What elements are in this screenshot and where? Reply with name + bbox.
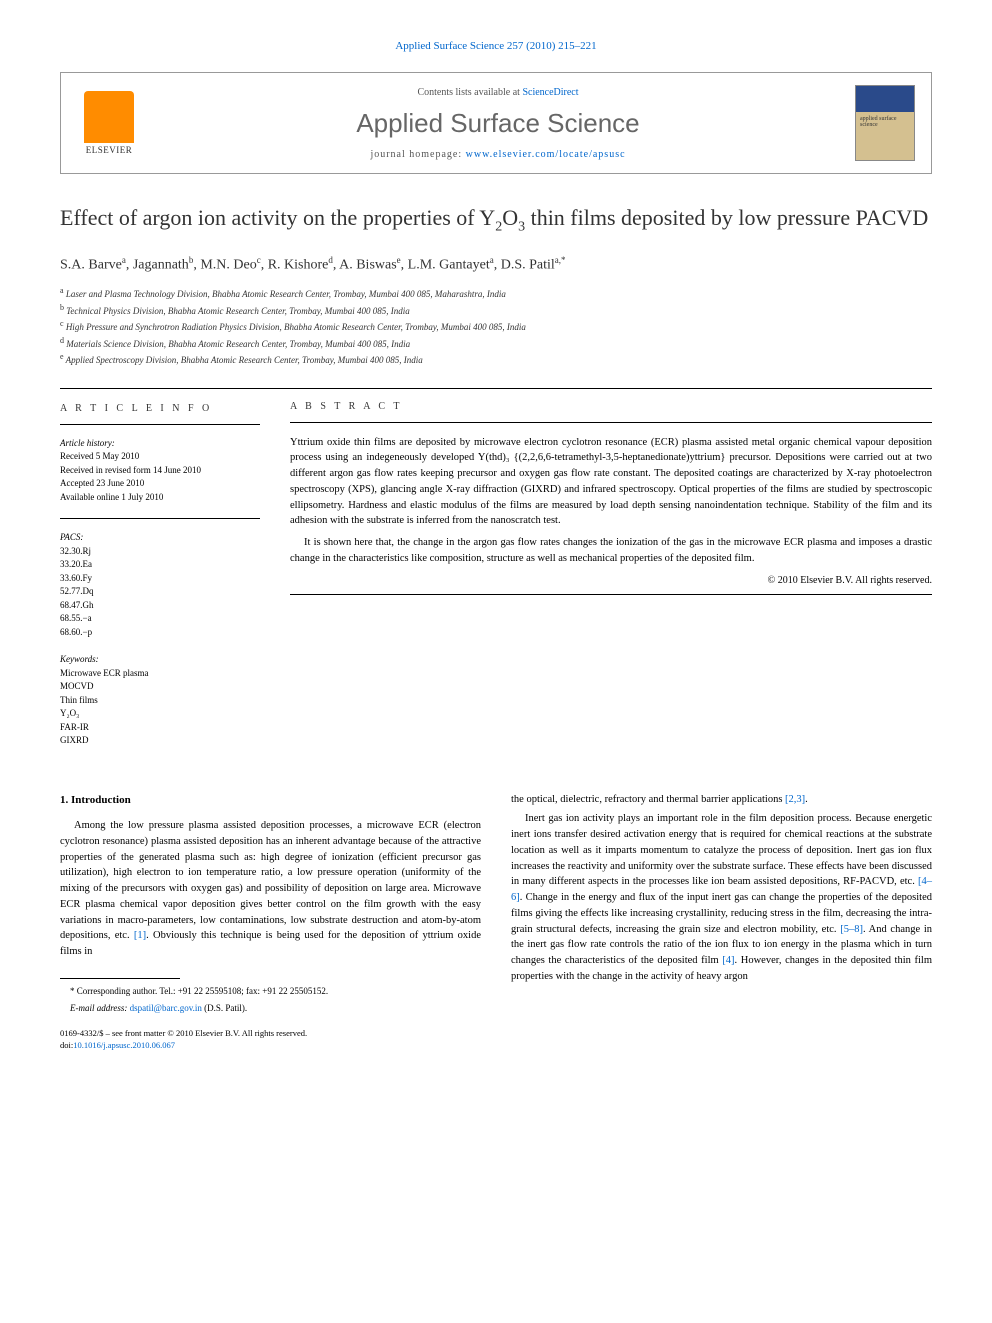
- abstract-bottom-divider: [290, 594, 932, 595]
- homepage-prefix: journal homepage:: [370, 149, 465, 160]
- issn-line: 0169-4332/$ – see front matter © 2010 El…: [60, 1028, 481, 1040]
- sciencedirect-link[interactable]: ScienceDirect: [522, 87, 578, 98]
- section-1-heading: 1. Introduction: [60, 792, 481, 809]
- keywords-section: Keywords: Microwave ECR plasmaMOCVDThin …: [60, 653, 260, 748]
- intro-p1: Among the low pressure plasma assisted d…: [60, 818, 481, 960]
- doi-line: doi:10.1016/j.apsusc.2010.06.067: [60, 1040, 481, 1052]
- history-line: Available online 1 July 2010: [60, 491, 260, 505]
- body-column-right: the optical, dielectric, refractory and …: [511, 792, 932, 1052]
- journal-reference: Applied Surface Science 257 (2010) 215–2…: [60, 40, 932, 52]
- pacs-section: PACS: 32.30.Rj33.20.Ea33.60.Fy52.77.Dq68…: [60, 531, 260, 639]
- info-abstract-row: A R T I C L E I N F O Article history: R…: [60, 401, 932, 762]
- pacs-code: 52.77.Dq: [60, 585, 260, 599]
- email-suffix: (D.S. Patil).: [204, 1003, 247, 1013]
- pacs-code: 68.55.−a: [60, 612, 260, 626]
- keyword: Microwave ECR plasma: [60, 667, 260, 681]
- footnotes: * Corresponding author. Tel.: +91 22 255…: [60, 985, 481, 1014]
- history-line: Received in revised form 14 June 2010: [60, 464, 260, 478]
- corresponding-author: * Corresponding author. Tel.: +91 22 255…: [60, 985, 481, 998]
- affiliation-line: b Technical Physics Division, Bhabha Ato…: [60, 302, 932, 319]
- email-link[interactable]: dspatil@barc.gov.in: [130, 1003, 202, 1013]
- elsevier-tree-icon: [84, 91, 134, 143]
- body-two-column: 1. Introduction Among the low pressure p…: [60, 792, 932, 1052]
- affiliation-line: a Laser and Plasma Technology Division, …: [60, 285, 932, 302]
- keyword: Y₂O₃: [60, 707, 260, 721]
- pacs-code: 32.30.Rj: [60, 545, 260, 559]
- doi-link[interactable]: 10.1016/j.apsusc.2010.06.067: [73, 1040, 175, 1050]
- abstract-divider: [290, 422, 932, 423]
- article-info-column: A R T I C L E I N F O Article history: R…: [60, 401, 260, 762]
- abstract-p2: It is shown here that, the change in the…: [290, 535, 932, 567]
- abstract-p1: Yttrium oxide thin films are deposited b…: [290, 435, 932, 530]
- affiliation-line: d Materials Science Division, Bhabha Ato…: [60, 335, 932, 352]
- intro-p1-cont: the optical, dielectric, refractory and …: [511, 792, 932, 808]
- history-label: Article history:: [60, 437, 260, 451]
- cover-label: applied surface science: [860, 116, 914, 128]
- keywords-label: Keywords:: [60, 653, 260, 667]
- article-info-heading: A R T I C L E I N F O: [60, 401, 260, 416]
- info-divider-1: [60, 424, 260, 425]
- history-line: Accepted 23 June 2010: [60, 477, 260, 491]
- pacs-code: 68.60.−p: [60, 626, 260, 640]
- history-line: Received 5 May 2010: [60, 450, 260, 464]
- affiliations: a Laser and Plasma Technology Division, …: [60, 285, 932, 368]
- journal-name: Applied Surface Science: [157, 108, 839, 139]
- email-line: E-mail address: dspatil@barc.gov.in (D.S…: [60, 1002, 481, 1015]
- keyword: FAR-IR: [60, 721, 260, 735]
- header-center: Contents lists available at ScienceDirec…: [157, 87, 839, 160]
- homepage-line: journal homepage: www.elsevier.com/locat…: [157, 149, 839, 160]
- info-divider-2: [60, 518, 260, 519]
- pacs-code: 68.47.Gh: [60, 599, 260, 613]
- affiliation-line: e Applied Spectroscopy Division, Bhabha …: [60, 351, 932, 368]
- pacs-label: PACS:: [60, 531, 260, 545]
- email-label: E-mail address:: [70, 1003, 127, 1013]
- elsevier-logo: ELSEVIER: [77, 88, 141, 158]
- keyword: GIXRD: [60, 734, 260, 748]
- footnote-divider: [60, 978, 180, 979]
- abstract-copyright: © 2010 Elsevier B.V. All rights reserved…: [290, 575, 932, 586]
- homepage-link[interactable]: www.elsevier.com/locate/apsusc: [466, 149, 626, 160]
- doi-prefix: doi:: [60, 1040, 73, 1050]
- abstract-text: Yttrium oxide thin films are deposited b…: [290, 435, 932, 567]
- abstract-heading: A B S T R A C T: [290, 401, 932, 412]
- article-title: Effect of argon ion activity on the prop…: [60, 204, 932, 237]
- journal-cover-thumbnail: applied surface science: [855, 85, 915, 161]
- keyword: MOCVD: [60, 680, 260, 694]
- keyword: Thin films: [60, 694, 260, 708]
- journal-header-box: ELSEVIER Contents lists available at Sci…: [60, 72, 932, 174]
- pacs-code: 33.60.Fy: [60, 572, 260, 586]
- contents-prefix: Contents lists available at: [417, 87, 522, 98]
- pacs-code: 33.20.Ea: [60, 558, 260, 572]
- article-history: Article history: Received 5 May 2010Rece…: [60, 437, 260, 505]
- elsevier-label: ELSEVIER: [86, 145, 133, 155]
- body-column-left: 1. Introduction Among the low pressure p…: [60, 792, 481, 1052]
- intro-p2: Inert gas ion activity plays an importan…: [511, 811, 932, 984]
- abstract-column: A B S T R A C T Yttrium oxide thin films…: [290, 401, 932, 762]
- contents-available-line: Contents lists available at ScienceDirec…: [157, 87, 839, 98]
- top-divider: [60, 388, 932, 389]
- affiliation-line: c High Pressure and Synchrotron Radiatio…: [60, 318, 932, 335]
- footer-copyright: 0169-4332/$ – see front matter © 2010 El…: [60, 1028, 481, 1052]
- author-list: S.A. Barvea, Jagannathb, M.N. Deoc, R. K…: [60, 255, 932, 274]
